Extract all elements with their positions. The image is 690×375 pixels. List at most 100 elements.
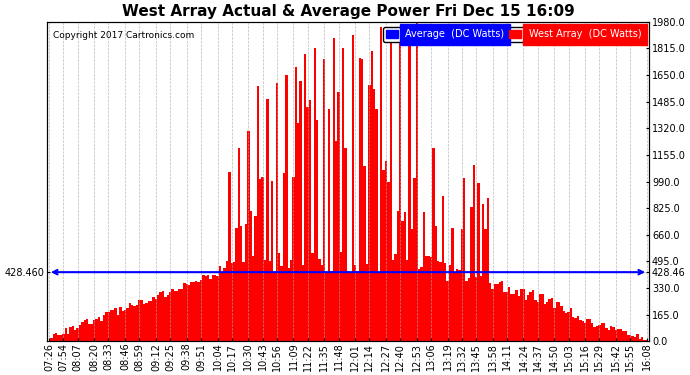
Bar — [442, 196, 444, 341]
Bar — [90, 324, 93, 341]
Bar — [385, 161, 387, 341]
Bar — [171, 290, 174, 341]
Bar — [489, 284, 491, 341]
Bar — [204, 276, 207, 341]
Bar — [402, 221, 404, 341]
Bar — [288, 268, 290, 341]
Bar — [408, 43, 411, 341]
Bar — [255, 216, 257, 341]
Bar — [598, 325, 600, 341]
Bar — [276, 83, 278, 341]
Bar — [546, 302, 549, 341]
Bar — [440, 261, 442, 341]
Bar — [437, 261, 440, 341]
Bar — [247, 132, 250, 341]
Bar — [110, 310, 112, 341]
Bar — [309, 100, 311, 341]
Bar — [418, 269, 420, 341]
Bar — [152, 297, 155, 341]
Bar — [603, 323, 605, 341]
Bar — [524, 300, 527, 341]
Bar — [397, 211, 399, 341]
Bar — [508, 287, 511, 341]
Bar — [164, 297, 166, 341]
Bar — [473, 165, 475, 341]
Bar — [470, 207, 473, 341]
Bar — [465, 281, 468, 341]
Bar — [572, 317, 575, 341]
Bar — [126, 308, 128, 341]
Bar — [377, 272, 380, 341]
Bar — [271, 181, 273, 341]
Bar — [413, 178, 415, 341]
Bar — [537, 302, 539, 341]
Bar — [480, 276, 482, 341]
Bar — [506, 292, 508, 341]
Bar — [451, 228, 453, 341]
Bar — [364, 166, 366, 341]
Bar — [636, 334, 638, 341]
Bar — [207, 274, 209, 341]
Bar — [366, 264, 368, 341]
Bar — [128, 303, 131, 341]
Bar — [448, 265, 451, 341]
Bar — [293, 177, 295, 341]
Bar — [641, 337, 643, 341]
Bar — [522, 289, 524, 341]
Bar — [136, 305, 138, 341]
Bar — [575, 318, 577, 341]
Bar — [190, 282, 193, 341]
Bar — [415, 23, 418, 341]
Bar — [77, 328, 79, 341]
Bar — [513, 294, 515, 341]
Bar — [494, 284, 496, 341]
Bar — [339, 252, 342, 341]
Bar — [456, 268, 458, 341]
Bar — [624, 330, 627, 341]
Bar — [328, 109, 331, 341]
Bar — [314, 48, 316, 341]
Bar — [420, 267, 423, 341]
Bar — [326, 272, 328, 341]
Bar — [352, 34, 354, 341]
Bar — [349, 273, 352, 341]
Bar — [159, 292, 162, 341]
Bar — [622, 331, 624, 341]
Bar — [115, 309, 117, 341]
Bar — [230, 264, 233, 341]
Bar — [264, 260, 266, 341]
Bar — [273, 272, 276, 341]
Bar — [617, 329, 620, 341]
Bar — [148, 301, 150, 341]
Bar — [143, 304, 145, 341]
Bar — [375, 109, 377, 341]
Bar — [404, 213, 406, 341]
Bar — [193, 282, 195, 341]
Bar — [600, 322, 603, 341]
Bar — [392, 260, 394, 341]
Bar — [188, 285, 190, 341]
Bar — [321, 265, 323, 341]
Bar — [347, 272, 349, 341]
Bar — [119, 307, 121, 341]
Bar — [221, 272, 224, 341]
Bar — [560, 306, 562, 341]
Bar — [50, 338, 52, 341]
Bar — [278, 253, 280, 341]
Bar — [65, 328, 67, 341]
Bar — [183, 283, 186, 341]
Bar — [318, 259, 321, 341]
Bar — [468, 278, 470, 341]
Bar — [615, 330, 617, 341]
Bar — [520, 289, 522, 341]
Bar — [181, 290, 183, 341]
Bar — [121, 311, 124, 341]
Bar — [200, 280, 202, 341]
Bar — [446, 281, 448, 341]
Bar — [638, 339, 641, 341]
Bar — [518, 296, 520, 341]
Bar — [496, 284, 499, 341]
Bar — [235, 228, 238, 341]
Bar — [252, 256, 255, 341]
Bar — [432, 148, 435, 341]
